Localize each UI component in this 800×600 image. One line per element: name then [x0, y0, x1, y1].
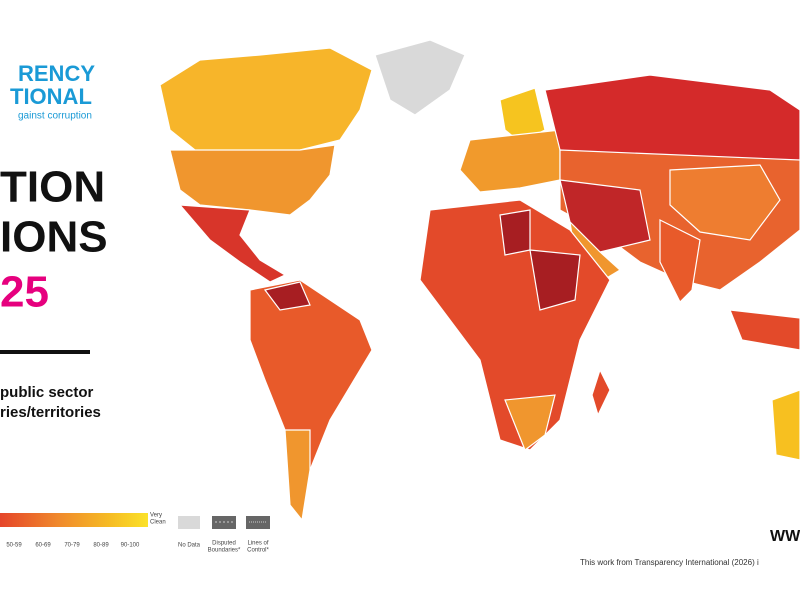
footer-url: WW	[770, 528, 800, 545]
subtitle-line: ries/territories	[0, 404, 101, 421]
legend-label: Lines of	[247, 541, 268, 547]
europe	[459, 129, 561, 193]
legend-label: Boundaries*	[208, 548, 241, 554]
divider	[0, 350, 90, 354]
tagline: gainst corruption	[18, 111, 92, 122]
score-scale	[0, 513, 148, 527]
score-label: 50-59	[6, 543, 22, 549]
score-label: 70-79	[64, 543, 80, 549]
india	[659, 219, 701, 304]
sudan	[529, 249, 581, 311]
southern-cone	[284, 429, 311, 522]
logo-line: TIONAL	[10, 84, 92, 109]
central-america	[178, 204, 287, 283]
footer-credit: This work from Transparency Internationa…	[580, 558, 759, 567]
legend-label: Clean	[150, 520, 166, 526]
subtitle-line: public sector	[0, 384, 94, 401]
score-label: 60-69	[35, 543, 51, 549]
usa	[169, 144, 336, 216]
no-data-swatch	[178, 516, 200, 529]
venezuela	[263, 281, 311, 311]
legend-label: Control*	[247, 548, 269, 554]
score-labels: 50-59 60-69 70-79 80-89 90-100	[6, 543, 140, 549]
canada	[159, 47, 373, 156]
southern-africa	[504, 394, 556, 451]
title-year: 25	[0, 268, 49, 317]
madagascar	[591, 368, 611, 417]
legend-label: Very	[150, 513, 162, 519]
sahel	[499, 209, 531, 256]
title-line: IONS	[0, 213, 108, 262]
indonesia	[729, 309, 800, 351]
china	[669, 164, 781, 241]
australia	[771, 389, 800, 461]
logo-line: RENCY	[18, 61, 95, 86]
legend-label: Disputed	[212, 541, 236, 547]
legend-label: No Data	[178, 543, 201, 549]
title-line: TION	[0, 163, 105, 212]
world-map	[159, 39, 800, 522]
score-label: 90-100	[121, 543, 140, 549]
score-label: 80-89	[93, 543, 109, 549]
greenland	[374, 39, 466, 116]
